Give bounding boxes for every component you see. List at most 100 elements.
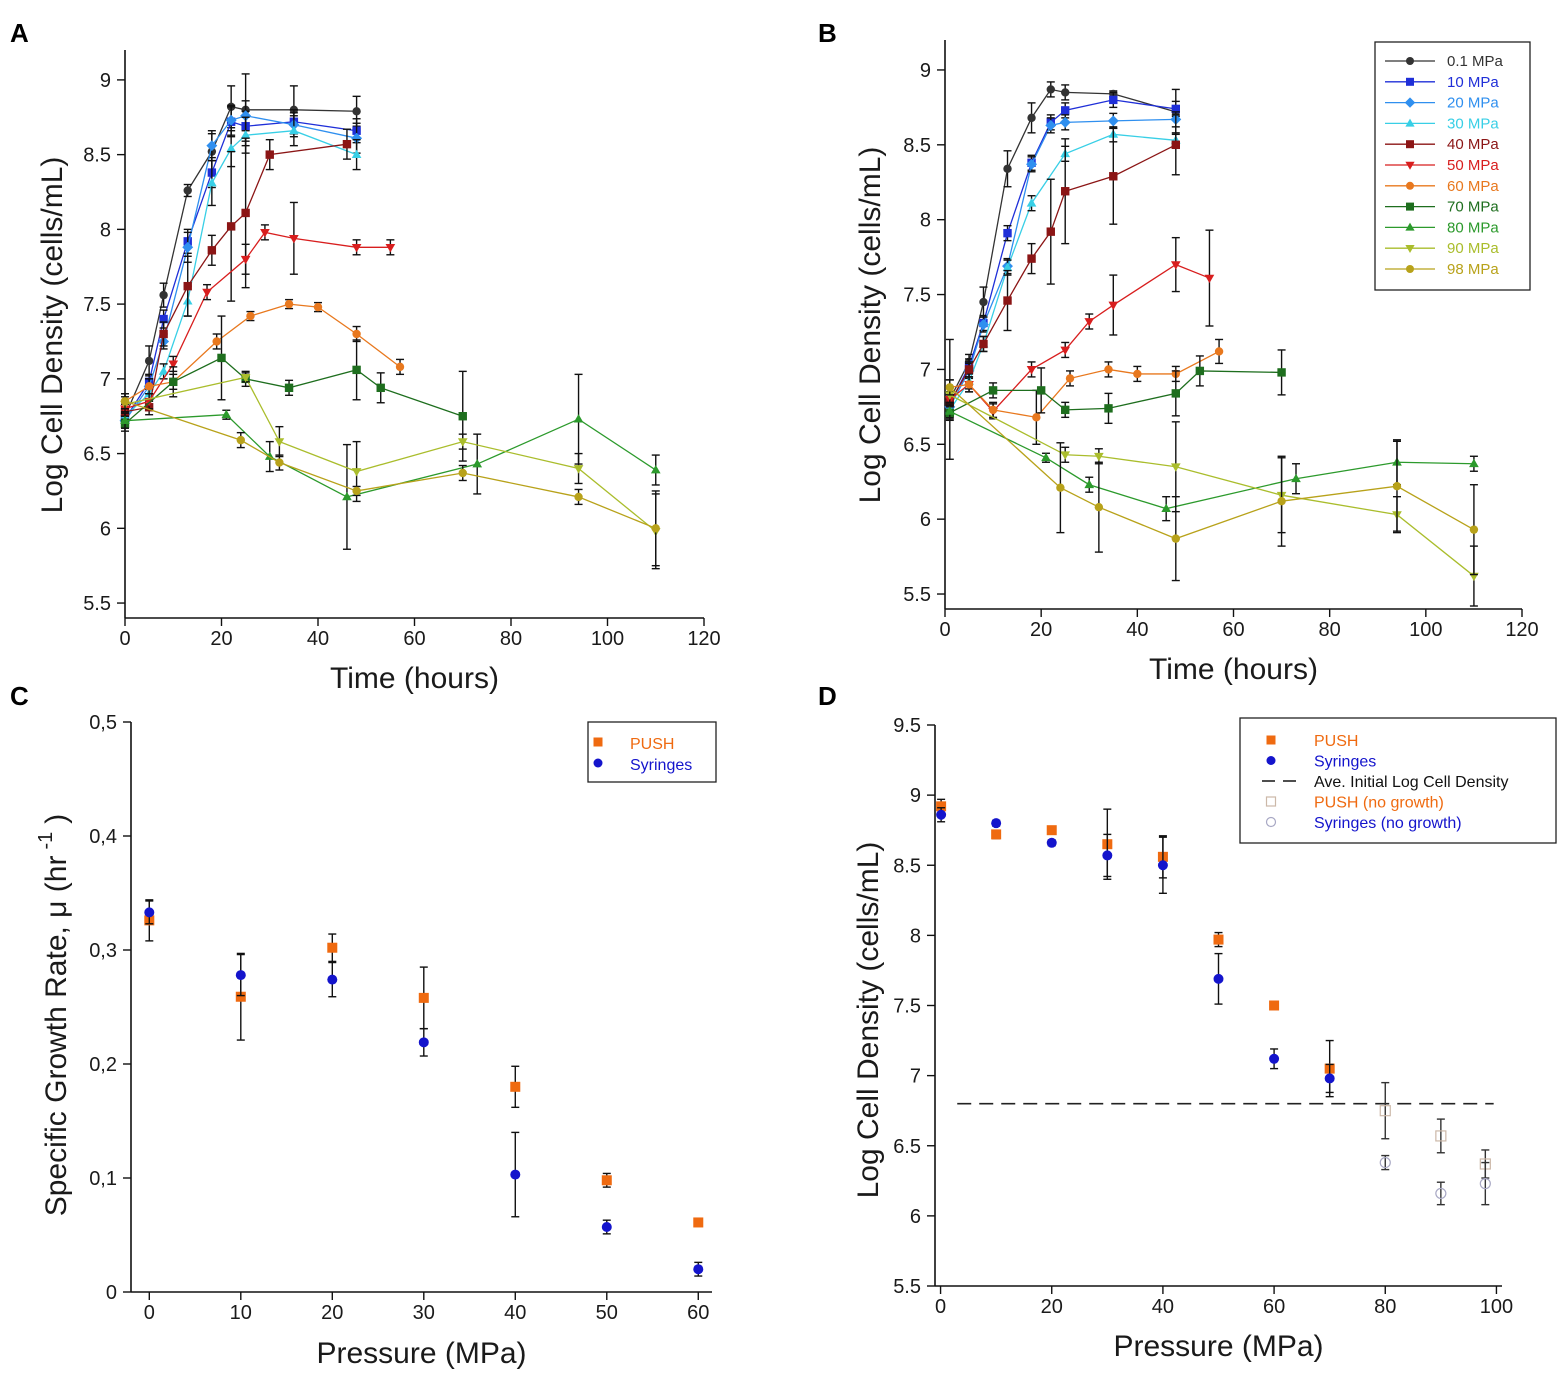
- legend-marker: [1406, 202, 1414, 211]
- data-point: [1061, 88, 1070, 97]
- legend-marker: [593, 758, 603, 768]
- data-point: [212, 337, 221, 346]
- data-point: [351, 149, 362, 158]
- x-axis-label: Pressure (MPa): [1113, 1330, 1323, 1363]
- data-point: [1324, 1073, 1335, 1084]
- data-point: [1027, 113, 1036, 123]
- legend-marker: [1405, 118, 1415, 127]
- series-98-mpa: [945, 379, 1479, 582]
- data-point: [395, 362, 405, 372]
- legend-c: PUSH Syringes: [587, 721, 717, 783]
- legend-marker: [1406, 77, 1414, 86]
- x-tick-label: 40: [504, 1302, 526, 1324]
- data-point: [458, 412, 467, 421]
- x-tick-label: 80: [1374, 1296, 1396, 1318]
- x-axis-label: Pressure (MPa): [316, 1337, 526, 1370]
- data-point: [1046, 837, 1057, 848]
- data-point: [240, 373, 251, 383]
- y-tick-label: 0: [106, 1282, 117, 1304]
- data-point: [1171, 140, 1180, 150]
- data-point: [944, 391, 955, 400]
- y-tick-label: 6: [910, 1206, 921, 1228]
- x-tick-label: 20: [210, 628, 232, 650]
- data-point: [158, 366, 169, 375]
- legend-label: 40 MPa: [1447, 136, 1499, 153]
- x-tick-label: 50: [596, 1302, 618, 1324]
- y-tick-label: 5.5: [83, 593, 111, 615]
- panel-d-chart: D 0 20 40 60 80 100 5.5 6 6.5 7 7.5 8 8.5 9 9.5 Pressure…: [818, 681, 1557, 1363]
- legend-label: 30 MPa: [1447, 115, 1499, 132]
- data-point: [988, 386, 998, 395]
- data-point: [510, 1169, 521, 1180]
- data-point: [1195, 366, 1205, 376]
- data-point: [342, 139, 352, 149]
- legend-label: Ave. Initial Log Cell Density: [1314, 774, 1508, 791]
- x-tick-label: 60: [687, 1302, 709, 1324]
- data-point: [1094, 502, 1104, 512]
- data-point: [1161, 503, 1172, 513]
- data-point: [352, 486, 361, 496]
- data-point: [1027, 254, 1036, 263]
- data-point: [964, 380, 974, 389]
- data-point: [240, 130, 251, 139]
- x-tick-label: 40: [307, 628, 329, 650]
- data-point: [183, 186, 192, 195]
- data-point: [240, 255, 251, 265]
- data-point: [1059, 116, 1071, 128]
- data-point: [236, 435, 245, 445]
- panel-a-chart: A 0 20 40 60 80 100 120 5.5 6 6.5 7 7.5 8 8.5 9 Time (ho…: [10, 18, 721, 695]
- y-tick-label: 7.5: [83, 294, 111, 316]
- data-point: [944, 406, 955, 415]
- data-point: [1056, 483, 1065, 492]
- data-point: [376, 383, 385, 393]
- data-point: [202, 288, 212, 298]
- data-point: [988, 405, 998, 415]
- data-point: [120, 415, 130, 425]
- x-tick-label: 10: [230, 1302, 252, 1324]
- data-point: [1026, 198, 1037, 207]
- legend-marker: [1266, 735, 1276, 745]
- data-point: [284, 383, 294, 393]
- data-point: [159, 290, 168, 300]
- data-point: [991, 818, 1002, 829]
- data-point: [1435, 1130, 1447, 1142]
- data-point: [979, 297, 988, 307]
- data-point: [1277, 496, 1286, 506]
- data-point: [573, 414, 584, 423]
- data-point: [260, 228, 270, 238]
- legend-b: 0.1 MPa 10 MPa 20 MPa 30 MPa 40 MPa 50 MPa 60 …: [1374, 41, 1531, 291]
- data-point: [1469, 525, 1479, 534]
- series-syringes: [936, 807, 1335, 1094]
- data-point: [274, 438, 285, 447]
- legend-label: 10 MPa: [1447, 74, 1499, 91]
- data-point: [207, 246, 217, 255]
- x-tick-label: 100: [1480, 1296, 1513, 1318]
- legend-marker: [1404, 97, 1416, 108]
- x-tick-label: 80: [1319, 619, 1341, 641]
- x-tick-label: 100: [591, 628, 624, 650]
- data-point: [351, 243, 362, 253]
- y-axis-label-close: ): [40, 814, 73, 824]
- y-tick-label: 8: [910, 925, 921, 947]
- legend-marker: [1405, 161, 1415, 170]
- legend-label: PUSH (no growth): [1314, 795, 1444, 812]
- data-point: [289, 234, 299, 244]
- data-point: [1171, 534, 1181, 543]
- data-point: [1094, 452, 1104, 462]
- x-axis-label: Time (hours): [1149, 653, 1318, 686]
- data-point: [144, 907, 155, 918]
- data-point: [964, 365, 974, 374]
- data-point: [1061, 187, 1070, 196]
- data-point: [1060, 346, 1071, 355]
- data-point: [351, 132, 363, 144]
- y-tick-label: 8: [100, 219, 111, 241]
- x-tick-label: 0: [144, 1302, 155, 1324]
- data-point: [1107, 115, 1119, 127]
- data-point: [601, 1175, 612, 1186]
- series-60-mpa: [120, 298, 405, 410]
- y-axis-label: Log Cell Density (cells/mL): [854, 147, 887, 504]
- data-point: [1269, 1000, 1280, 1011]
- data-point: [284, 299, 294, 309]
- data-point: [979, 339, 988, 349]
